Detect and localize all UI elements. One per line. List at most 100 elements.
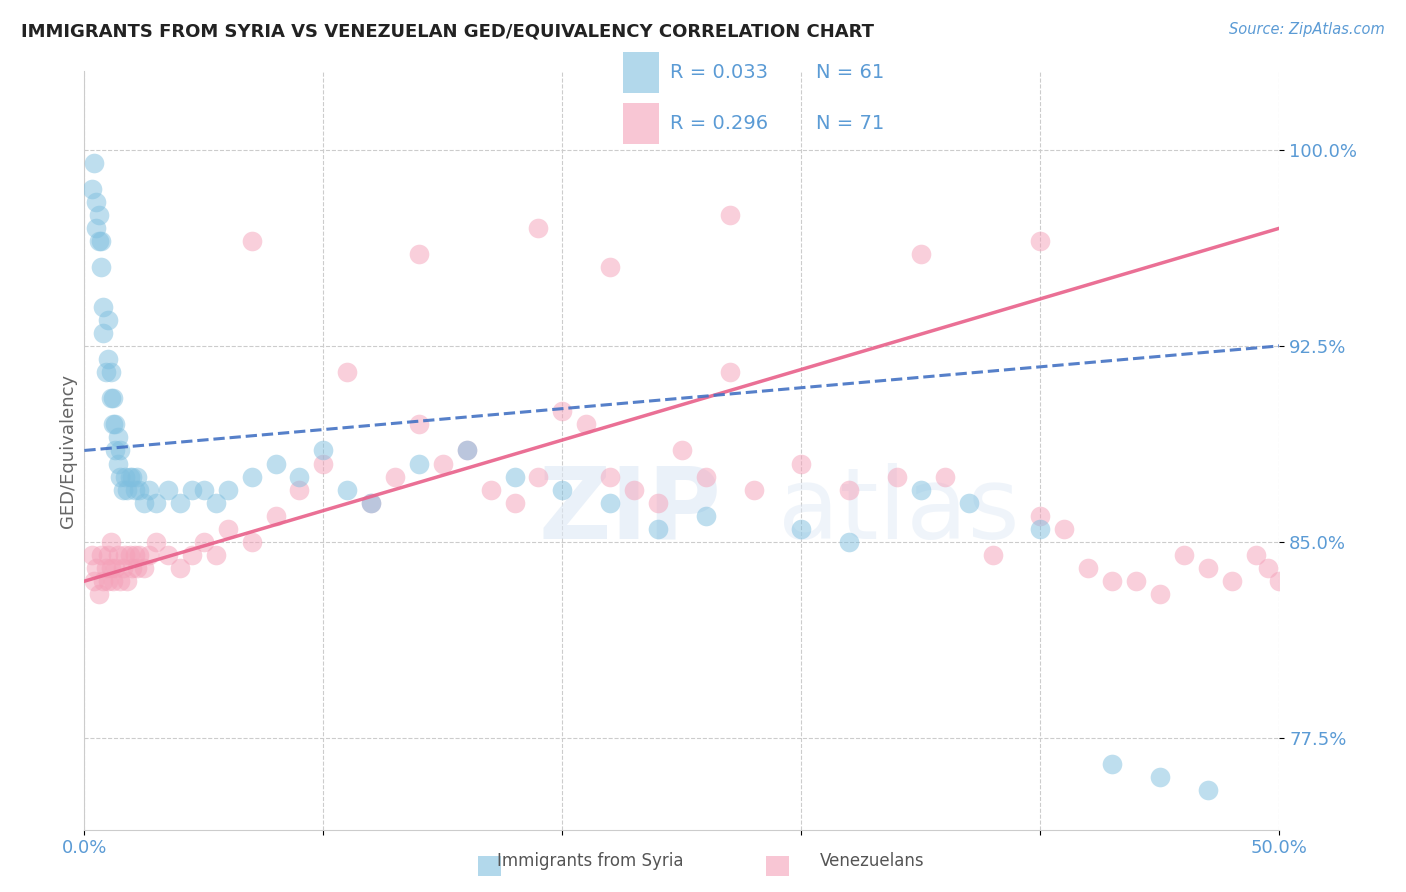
Point bbox=[90, 260, 112, 275]
Point bbox=[838, 535, 860, 549]
Point bbox=[718, 208, 741, 222]
Point bbox=[101, 417, 124, 432]
Point bbox=[83, 156, 105, 170]
Point bbox=[128, 483, 150, 497]
Point bbox=[124, 548, 146, 562]
Point bbox=[193, 535, 215, 549]
Point bbox=[97, 574, 120, 589]
Point bbox=[910, 483, 932, 497]
Point bbox=[408, 457, 430, 471]
Point bbox=[981, 548, 1004, 562]
Point bbox=[336, 483, 359, 497]
Point bbox=[1125, 574, 1147, 589]
Point bbox=[647, 522, 669, 536]
Point bbox=[384, 469, 406, 483]
Point bbox=[240, 235, 263, 249]
Point bbox=[647, 496, 669, 510]
Point bbox=[503, 469, 526, 483]
Point bbox=[93, 574, 115, 589]
Point bbox=[90, 548, 112, 562]
Point bbox=[1197, 783, 1219, 797]
Point bbox=[479, 483, 502, 497]
Point bbox=[408, 417, 430, 432]
Point bbox=[100, 535, 122, 549]
Point bbox=[110, 574, 132, 589]
Point bbox=[1101, 574, 1123, 589]
Point bbox=[671, 443, 693, 458]
Point bbox=[104, 443, 127, 458]
Point bbox=[1149, 587, 1171, 601]
Y-axis label: GED/Equivalency: GED/Equivalency bbox=[59, 374, 77, 527]
Point bbox=[838, 483, 860, 497]
Point bbox=[111, 483, 134, 497]
Point bbox=[264, 457, 287, 471]
Point bbox=[145, 496, 167, 510]
Point bbox=[623, 483, 645, 497]
Point bbox=[205, 548, 228, 562]
Point bbox=[408, 247, 430, 261]
Point bbox=[83, 574, 105, 589]
Point bbox=[101, 574, 124, 589]
Point bbox=[128, 548, 150, 562]
Point bbox=[288, 483, 311, 497]
Point bbox=[360, 496, 382, 510]
Text: N = 61: N = 61 bbox=[817, 63, 884, 82]
Point bbox=[1149, 770, 1171, 784]
Point bbox=[205, 496, 228, 510]
Point bbox=[312, 443, 335, 458]
Point bbox=[104, 561, 127, 575]
Point bbox=[94, 561, 117, 575]
Point bbox=[934, 469, 956, 483]
Point bbox=[87, 208, 110, 222]
Point bbox=[599, 260, 621, 275]
Text: Source: ZipAtlas.com: Source: ZipAtlas.com bbox=[1229, 22, 1385, 37]
Point bbox=[169, 561, 191, 575]
Point bbox=[742, 483, 765, 497]
Point bbox=[599, 469, 621, 483]
Point bbox=[360, 496, 382, 510]
Point bbox=[264, 508, 287, 523]
Point bbox=[312, 457, 335, 471]
Point bbox=[117, 574, 139, 589]
Point bbox=[117, 483, 139, 497]
Point bbox=[90, 235, 112, 249]
Point bbox=[97, 548, 120, 562]
Point bbox=[138, 483, 160, 497]
Bar bbox=[623, 52, 659, 93]
Point bbox=[107, 548, 129, 562]
Point bbox=[1029, 235, 1052, 249]
Text: Immigrants from Syria: Immigrants from Syria bbox=[498, 852, 683, 870]
Point bbox=[114, 469, 136, 483]
Point bbox=[1101, 757, 1123, 772]
Point bbox=[790, 522, 813, 536]
Point bbox=[124, 483, 146, 497]
Point bbox=[599, 496, 621, 510]
Point bbox=[86, 561, 108, 575]
Point bbox=[718, 365, 741, 379]
Point bbox=[1197, 561, 1219, 575]
Point bbox=[100, 561, 122, 575]
Text: R = 0.296: R = 0.296 bbox=[671, 114, 768, 133]
Point bbox=[111, 561, 134, 575]
Point bbox=[110, 469, 132, 483]
Point bbox=[107, 430, 129, 444]
Point bbox=[80, 182, 103, 196]
Point bbox=[575, 417, 598, 432]
Point bbox=[86, 195, 108, 210]
Point bbox=[125, 469, 148, 483]
Point bbox=[107, 457, 129, 471]
Point bbox=[87, 235, 110, 249]
Point bbox=[94, 365, 117, 379]
Point bbox=[456, 443, 478, 458]
Point bbox=[551, 404, 574, 418]
Bar bbox=[623, 103, 659, 145]
Point bbox=[336, 365, 359, 379]
Point bbox=[1029, 522, 1052, 536]
Point bbox=[145, 535, 167, 549]
Point bbox=[121, 469, 143, 483]
Point bbox=[110, 443, 132, 458]
Text: N = 71: N = 71 bbox=[817, 114, 884, 133]
Point bbox=[132, 561, 156, 575]
Point bbox=[1029, 508, 1052, 523]
Point bbox=[86, 221, 108, 235]
